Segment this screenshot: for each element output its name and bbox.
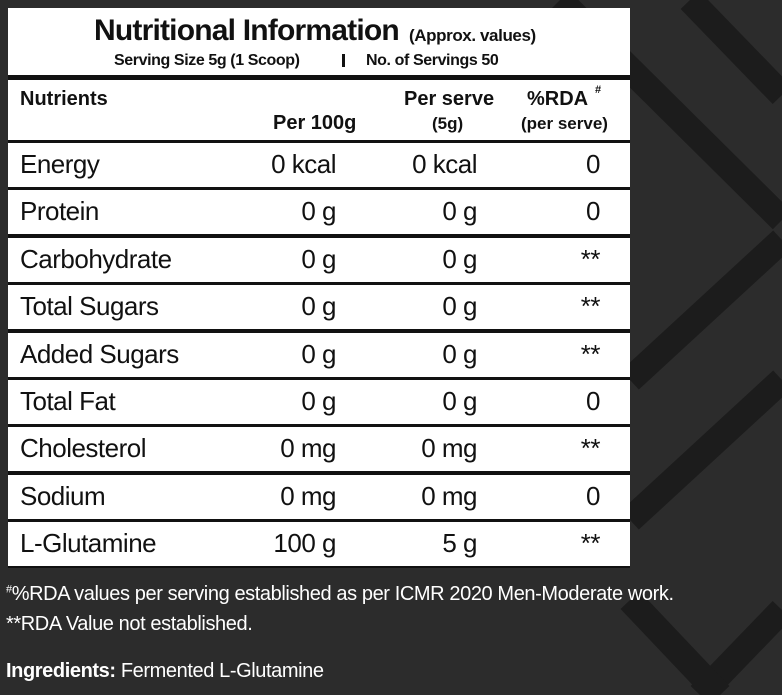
- per-100g-value: 0 g: [301, 291, 336, 322]
- per-100g-value: 0 g: [301, 196, 336, 227]
- col-per-serve: Per serve: [404, 88, 495, 110]
- rda-value: **: [580, 338, 601, 369]
- table-row: Cholesterol 0 mg 0 mg **: [8, 427, 630, 472]
- table-row: Total Sugars 0 g 0 g **: [8, 285, 630, 330]
- nutrient-name: Total Fat: [20, 386, 116, 416]
- footnote-text: %RDA values per serving established as p…: [11, 583, 674, 605]
- rda-value: 0: [586, 196, 600, 227]
- nutrient-name: Protein: [20, 196, 99, 227]
- col-nutrients: Nutrients: [20, 88, 108, 110]
- footnote-mark: #: [6, 583, 12, 596]
- nutrient-name: L-Glutamine: [20, 528, 157, 559]
- nutrient-name: Cholesterol: [20, 433, 147, 464]
- nutrient-name: Total Sugars: [20, 291, 159, 322]
- per-serve-value: 0 g: [442, 386, 477, 416]
- col-per-100g: Per 100g: [273, 112, 357, 134]
- col-per-serve-unit: (5g): [432, 114, 464, 133]
- nutrient-name: Energy: [20, 149, 100, 179]
- col-rda-mark: #: [595, 84, 602, 96]
- rda-value: **: [580, 528, 601, 559]
- footnote-2: **RDA Value not established.: [6, 613, 253, 635]
- servings: No. of Servings 50: [366, 52, 499, 69]
- ingredients: Ingredients: Fermented L-Glutamine: [6, 660, 324, 683]
- rda-value: **: [580, 291, 601, 322]
- nutrient-name: Carbohydrate: [20, 243, 172, 274]
- nutrient-name: Added Sugars: [20, 338, 179, 369]
- per-100g-value: 100 g: [273, 528, 336, 559]
- separator: [342, 54, 345, 67]
- table-row: Energy 0 kcal 0 kcal 0: [8, 143, 630, 187]
- nutrient-name: Sodium: [20, 480, 106, 511]
- col-rda-unit: (per serve): [521, 114, 608, 133]
- ingredients-label: Ingredients:: [6, 660, 116, 682]
- column-header: Nutrients Per 100g Per serve (5g) %RDA #…: [8, 80, 630, 140]
- per-100g-value: 0 g: [301, 243, 336, 274]
- rda-value: **: [580, 433, 601, 464]
- footnote-1: #%RDA values per serving established as …: [6, 583, 674, 606]
- table-row: Added Sugars 0 g 0 g **: [8, 332, 630, 377]
- per-100g-value: 0 mg: [280, 433, 336, 464]
- rda-value: 0: [586, 149, 600, 179]
- rda-value: 0: [586, 386, 600, 416]
- per-serve-value: 0 mg: [421, 480, 477, 511]
- ingredients-text: Fermented L-Glutamine: [120, 660, 324, 682]
- table-row: L-Glutamine 100 g 5 g **: [8, 522, 630, 567]
- rda-value: 0: [586, 480, 600, 511]
- per-serve-value: 0 g: [442, 196, 477, 227]
- per-100g-value: 0 g: [301, 386, 336, 416]
- per-serve-value: 0 g: [442, 291, 477, 322]
- table-row: Carbohydrate 0 g 0 g **: [8, 237, 630, 282]
- per-serve-value: 0 g: [442, 338, 477, 369]
- per-serve-value: 0 kcal: [412, 149, 477, 179]
- nutrition-table: Nutritional Information (Approx. values)…: [8, 8, 630, 568]
- per-serve-value: 5 g: [442, 528, 477, 559]
- col-rda: %RDA: [527, 88, 589, 110]
- title: Nutritional Information: [94, 14, 400, 47]
- rda-value: **: [580, 243, 601, 274]
- per-serve-value: 0 mg: [421, 433, 477, 464]
- table-row: Total Fat 0 g 0 g 0: [8, 380, 630, 424]
- per-100g-value: 0 mg: [280, 480, 336, 511]
- header: Nutritional Information (Approx. values)…: [8, 8, 630, 75]
- per-serve-value: 0 g: [442, 243, 477, 274]
- per-100g-value: 0 g: [301, 338, 336, 369]
- table-row: Protein 0 g 0 g 0: [8, 190, 630, 235]
- subtitle: (Approx. values): [409, 26, 536, 45]
- serving-size: Serving Size 5g (1 Scoop): [114, 52, 300, 69]
- table-row: Sodium 0 mg 0 mg 0: [8, 474, 630, 519]
- per-100g-value: 0 kcal: [271, 149, 336, 179]
